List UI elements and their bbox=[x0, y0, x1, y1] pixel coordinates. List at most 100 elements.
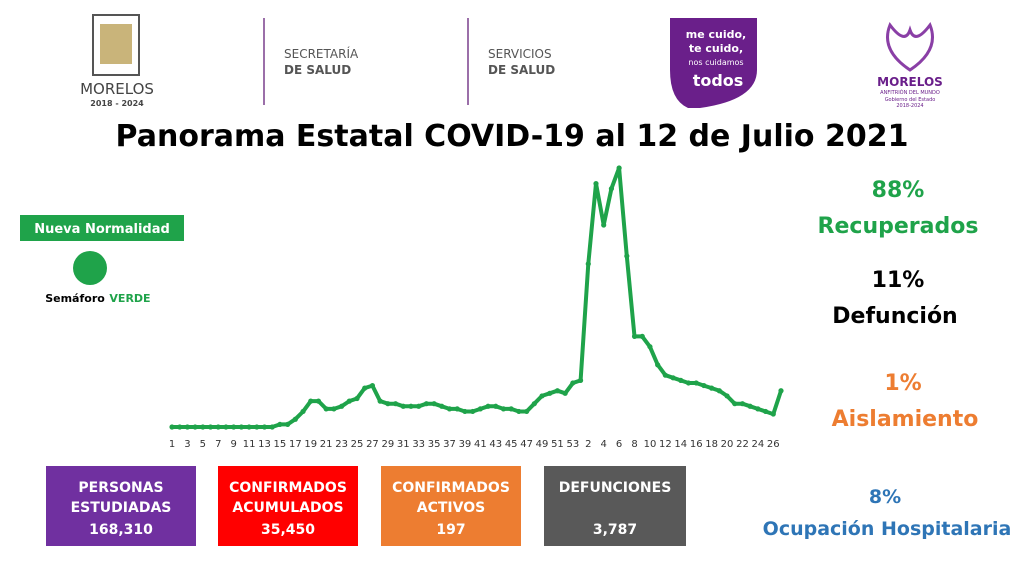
x-tick-label: 22 bbox=[736, 439, 749, 450]
point bbox=[423, 401, 429, 407]
x-tick-label: 2 bbox=[585, 439, 591, 450]
x-tick-label: 33 bbox=[412, 439, 425, 450]
point bbox=[678, 377, 684, 383]
point bbox=[470, 408, 476, 415]
point bbox=[601, 222, 607, 228]
point bbox=[454, 406, 460, 412]
point bbox=[755, 406, 761, 412]
logo-text: 2018 - 2024 bbox=[90, 99, 144, 108]
x-tick-label: 7 bbox=[215, 439, 221, 450]
point bbox=[200, 424, 206, 430]
point bbox=[277, 421, 283, 428]
logo-text: SECRETARÍA bbox=[284, 46, 359, 61]
point bbox=[184, 424, 191, 430]
point bbox=[269, 424, 275, 430]
point bbox=[207, 424, 214, 430]
x-tick-label: 5 bbox=[200, 439, 206, 450]
point bbox=[192, 424, 198, 430]
point bbox=[724, 393, 730, 399]
x-tick-label: 31 bbox=[397, 439, 410, 450]
box-label: DEFUNCIONES bbox=[558, 480, 672, 496]
line bbox=[172, 166, 783, 429]
point bbox=[369, 382, 376, 389]
stat-label: Ocupación Hospitalaria bbox=[762, 518, 1012, 540]
x-tick-label: 39 bbox=[459, 439, 472, 450]
box-label: CONFIRMADOS ACUMULADOS bbox=[229, 480, 347, 516]
semaforo-text: Semáforo bbox=[45, 292, 105, 305]
point bbox=[169, 424, 175, 430]
stat-label: Recuperados bbox=[817, 214, 979, 239]
point bbox=[377, 398, 383, 404]
logo-text: MORELOS bbox=[80, 80, 154, 98]
point bbox=[300, 408, 306, 415]
chart-title: Panorama Estatal COVID-19 al 12 de Julio… bbox=[116, 119, 909, 154]
point bbox=[639, 333, 645, 339]
x-tick-label: 3 bbox=[184, 439, 190, 450]
point bbox=[431, 401, 437, 407]
point bbox=[238, 424, 244, 430]
logo-text: 2018-2024 bbox=[896, 103, 923, 109]
point bbox=[624, 253, 630, 259]
point bbox=[701, 382, 707, 389]
x-tick-label: 25 bbox=[351, 439, 364, 450]
point bbox=[416, 403, 422, 409]
x-tick-label: 18 bbox=[705, 439, 718, 450]
stat-label: Aislamiento bbox=[831, 407, 979, 432]
point bbox=[562, 390, 568, 396]
point bbox=[223, 424, 229, 430]
box: PERSONAS ESTUDIADAS 168,310 bbox=[46, 466, 196, 546]
crest-inner bbox=[100, 24, 132, 64]
stat-label: Defunción bbox=[832, 304, 958, 329]
point bbox=[323, 406, 329, 412]
stat-value: 1% bbox=[884, 371, 922, 396]
point bbox=[493, 403, 499, 409]
x-tick-label: 53 bbox=[566, 439, 579, 450]
box: DEFUNCIONES 3,787 bbox=[544, 466, 686, 546]
box-value: 3,787 bbox=[592, 522, 638, 538]
box-value: 168,310 bbox=[89, 522, 153, 538]
point bbox=[231, 424, 237, 430]
point bbox=[685, 380, 692, 386]
point bbox=[570, 380, 576, 386]
x-tick-label: 1 bbox=[169, 439, 175, 450]
slogan: nos cuidamos bbox=[688, 58, 743, 67]
x-tick-label: 49 bbox=[536, 439, 549, 450]
semaforo-light bbox=[73, 251, 107, 285]
point bbox=[531, 401, 537, 407]
point bbox=[778, 388, 784, 394]
slogan-badge bbox=[670, 18, 757, 108]
box: CONFIRMADOS ACUMULADOS 35,450 bbox=[218, 466, 358, 546]
x-tick-label: 45 bbox=[505, 439, 518, 450]
logo-text: DE SALUD bbox=[284, 63, 351, 77]
point bbox=[331, 406, 337, 412]
point bbox=[539, 393, 545, 399]
point bbox=[516, 408, 522, 415]
semaforo-color: VERDE bbox=[109, 292, 150, 305]
stat-value: 8% bbox=[868, 486, 902, 508]
point bbox=[254, 424, 260, 430]
stat-value: 11% bbox=[871, 268, 925, 293]
point bbox=[585, 261, 591, 267]
point bbox=[716, 388, 722, 394]
point bbox=[547, 390, 553, 396]
point bbox=[647, 344, 653, 350]
point bbox=[462, 408, 468, 415]
point bbox=[485, 403, 491, 409]
x-tick-label: 20 bbox=[721, 439, 734, 450]
point bbox=[177, 424, 183, 430]
point bbox=[385, 401, 391, 407]
logo-text: ANFITRIÓN DEL MUNDO bbox=[880, 89, 940, 96]
x-tick-label: 15 bbox=[274, 439, 287, 450]
x-tick-label: 10 bbox=[644, 439, 657, 450]
point bbox=[500, 406, 507, 412]
logo-text: MORELOS bbox=[877, 75, 943, 89]
box-label: CONFIRMADOS ACTIVOS bbox=[392, 480, 510, 516]
box: CONFIRMADOS ACTIVOS 197 bbox=[381, 466, 521, 546]
status-label: Nueva Normalidad bbox=[34, 222, 170, 237]
point bbox=[246, 424, 252, 430]
point bbox=[446, 406, 453, 412]
point bbox=[577, 377, 584, 383]
point bbox=[762, 408, 769, 415]
point bbox=[747, 403, 753, 409]
